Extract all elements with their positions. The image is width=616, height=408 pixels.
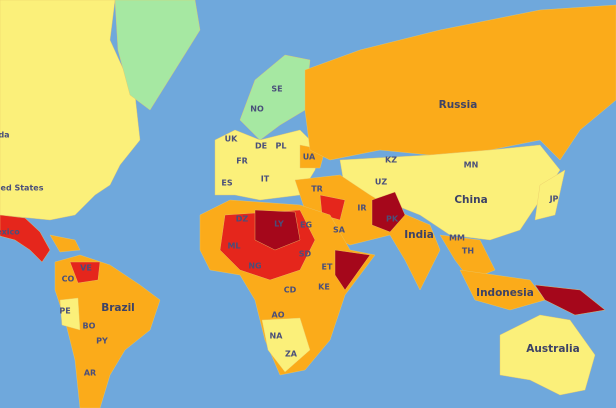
land — [334, 249, 371, 291]
country-label: ES — [221, 179, 232, 188]
country-label: PY — [96, 337, 108, 346]
country-label: China — [454, 194, 487, 206]
country-label: CO — [62, 275, 75, 284]
land — [54, 254, 161, 408]
land — [499, 314, 596, 396]
country-label: Brazil — [101, 302, 135, 314]
country-label: AO — [272, 311, 285, 320]
country-label: NA — [270, 332, 284, 341]
country-label: FR — [236, 157, 248, 166]
country-label: TH — [462, 247, 474, 256]
land — [304, 4, 616, 161]
country-label: Russia — [439, 99, 478, 111]
country-label: VE — [80, 264, 92, 273]
land — [534, 169, 566, 221]
country-label: JP — [549, 195, 559, 204]
land — [69, 261, 101, 284]
land — [0, 214, 51, 263]
country-label: Indonesia — [476, 287, 534, 299]
country-label: MN — [464, 161, 479, 170]
country-label: MM — [449, 234, 465, 243]
country-label: CD — [284, 286, 297, 295]
country-label: NG — [248, 262, 261, 271]
country-label: TR — [311, 185, 323, 194]
country-label: DE — [255, 142, 267, 151]
country-label: SD — [299, 250, 312, 259]
country-label: LY — [274, 220, 284, 229]
country-label: PK — [386, 215, 399, 224]
country-label: KE — [318, 283, 330, 292]
country-label: PE — [59, 307, 70, 316]
country-label: ed States — [1, 184, 44, 193]
land — [59, 297, 81, 331]
country-label: KZ — [385, 156, 397, 165]
country-label: ZA — [285, 350, 298, 359]
land — [371, 191, 406, 233]
land — [0, 0, 141, 221]
country-label: DZ — [236, 215, 249, 224]
country-label: Australia — [526, 343, 579, 355]
land — [254, 209, 301, 251]
country-label: ET — [322, 263, 333, 272]
country-label: India — [404, 229, 434, 241]
country-label: SA — [333, 226, 346, 235]
country-label: ML — [227, 242, 240, 251]
country-label: EG — [300, 221, 312, 230]
land — [534, 284, 606, 316]
country-label: IR — [357, 204, 366, 213]
country-label: UK — [225, 135, 238, 144]
country-label: NO — [250, 105, 264, 114]
country-label: exico — [0, 228, 20, 237]
country-label: IT — [261, 175, 270, 184]
country-label: PL — [276, 142, 287, 151]
country-label: UA — [303, 153, 316, 162]
country-label: da — [0, 131, 10, 140]
land — [114, 0, 201, 111]
country-label: BO — [83, 322, 96, 331]
land — [459, 269, 546, 311]
country-label: AR — [84, 369, 96, 378]
country-label: SE — [271, 85, 282, 94]
country-label: UZ — [375, 178, 387, 187]
land — [261, 317, 311, 373]
land — [49, 234, 81, 253]
